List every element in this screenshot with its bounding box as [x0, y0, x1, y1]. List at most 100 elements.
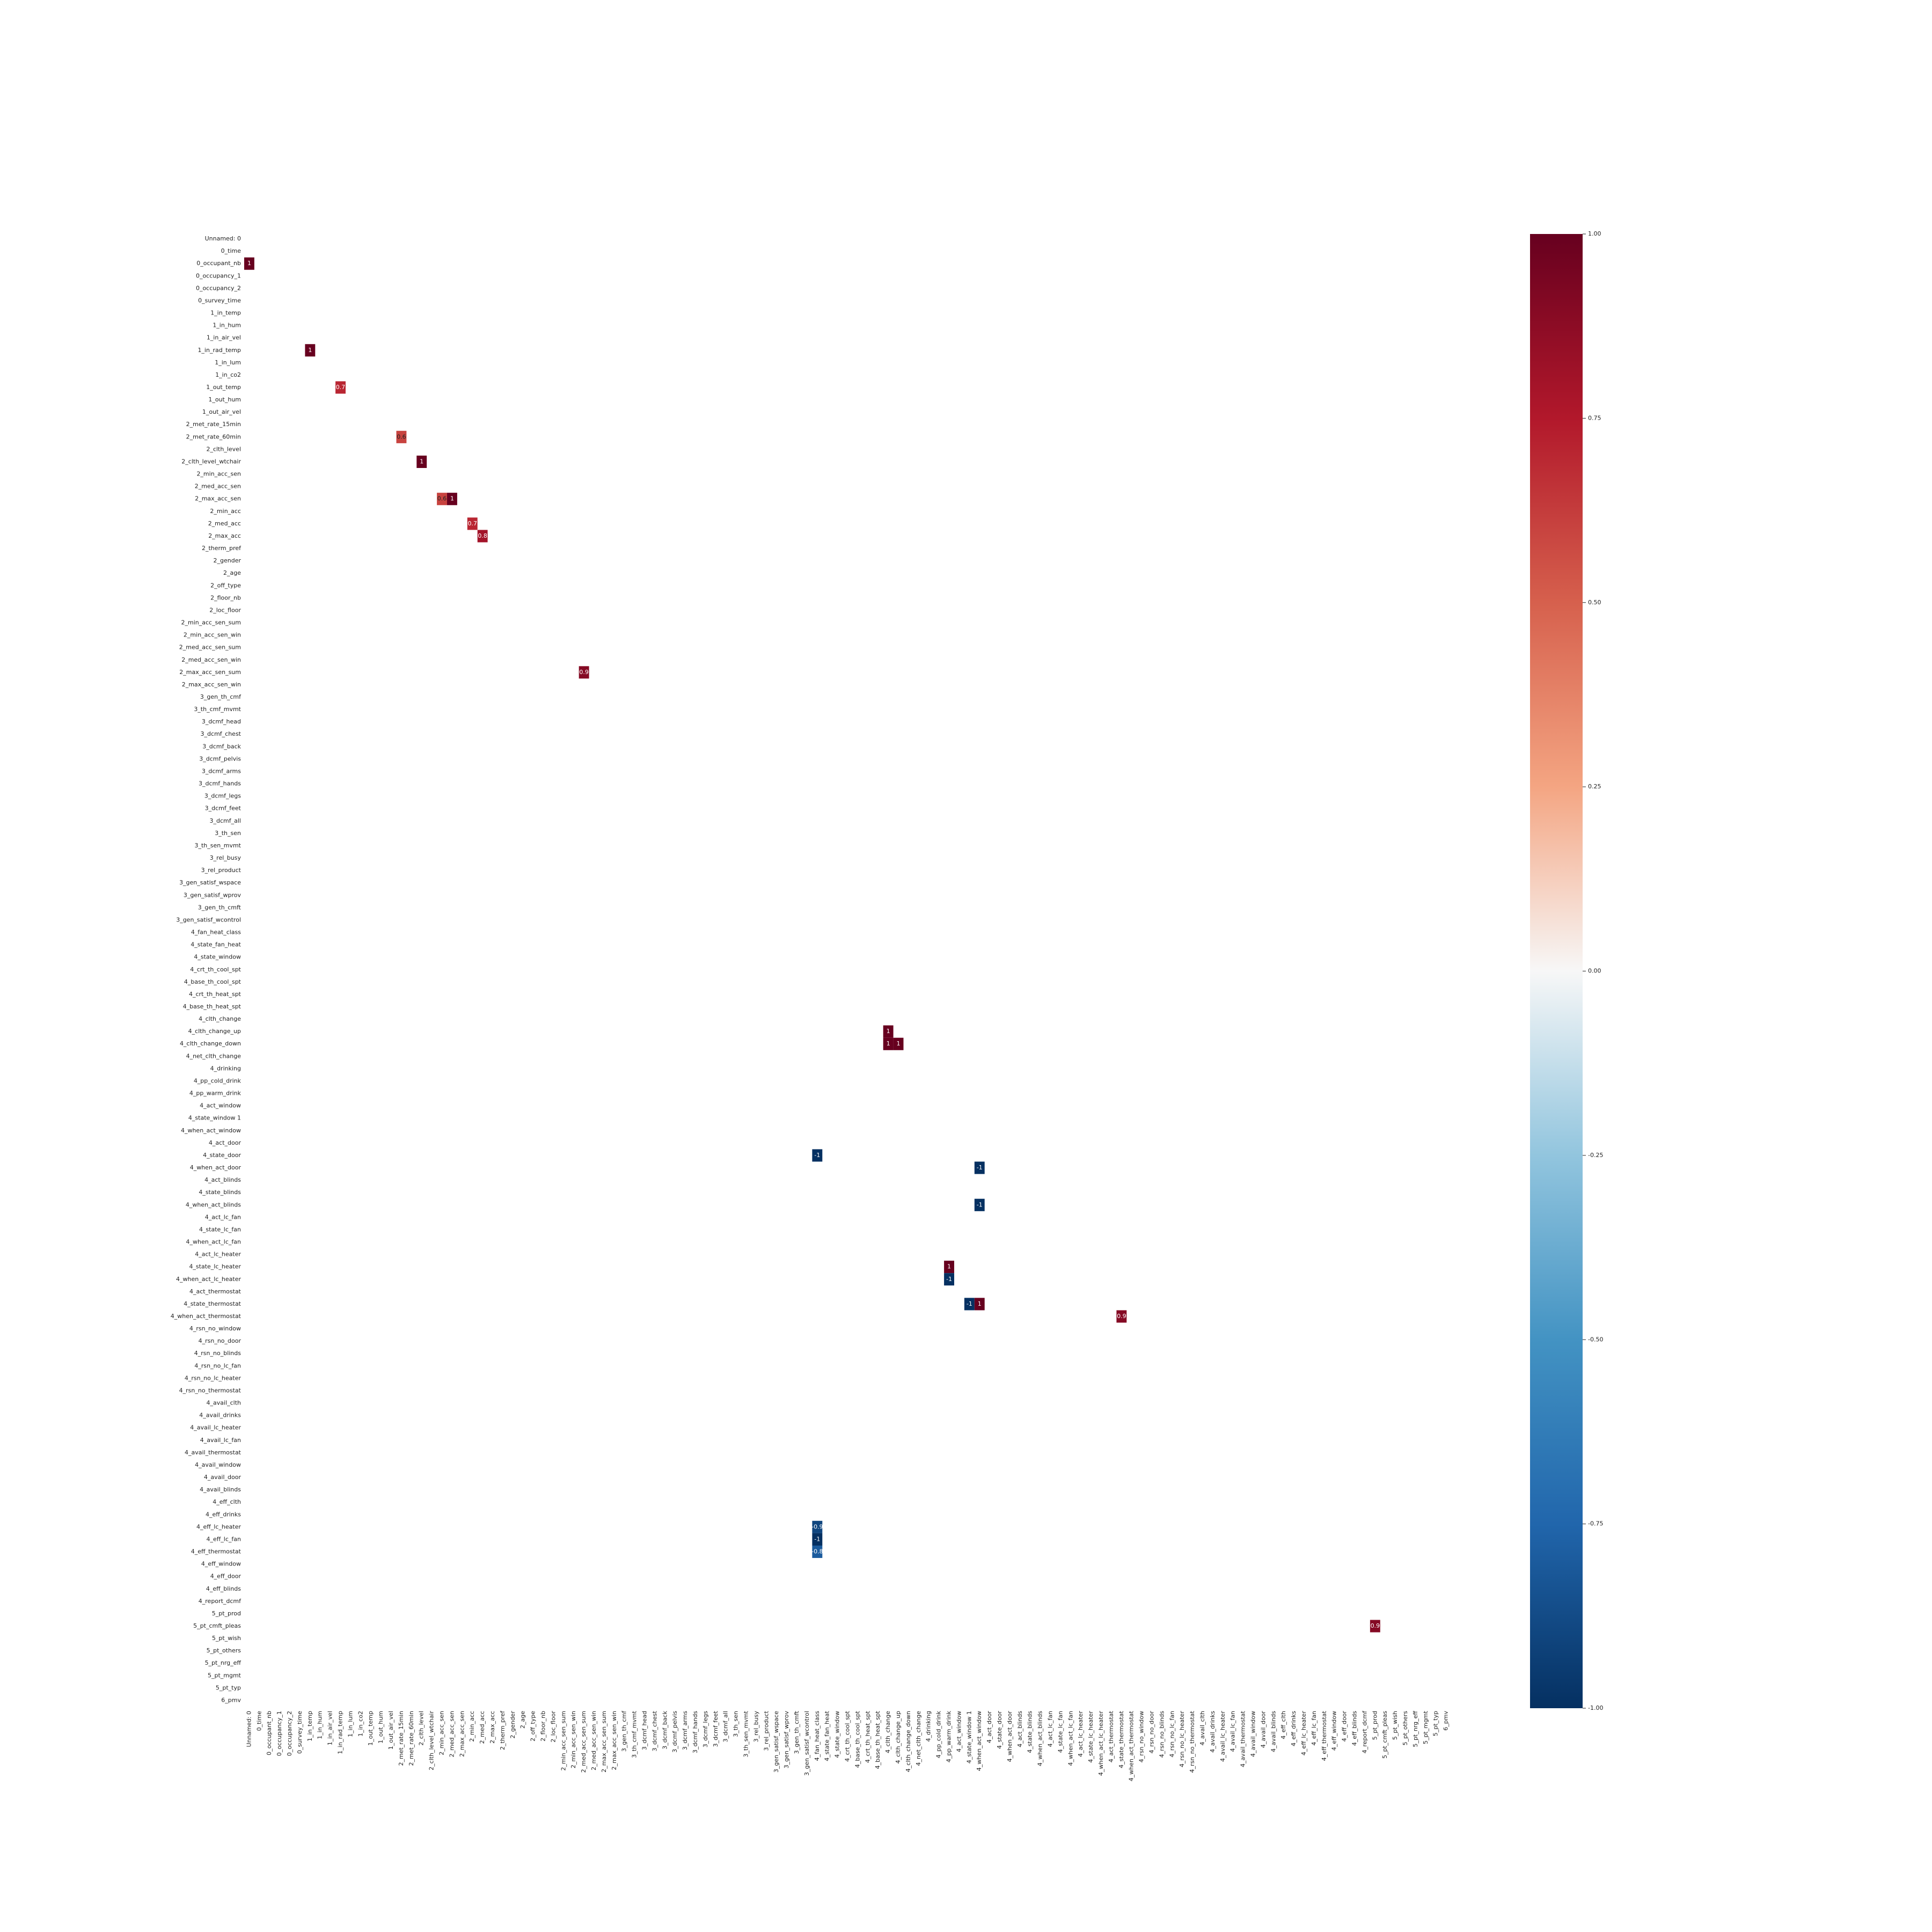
x-tick-label: 4_drinking — [925, 1711, 932, 1741]
y-tick-label: 4_when_act_window — [181, 1127, 241, 1134]
y-tick-label: 0_occupant_nb — [196, 260, 241, 267]
cell-label: 1 — [978, 1300, 982, 1307]
heatmap-cell — [974, 1161, 985, 1174]
y-tick-label: 4_state_lc_heater — [189, 1263, 241, 1270]
heatmap-cell — [244, 257, 254, 270]
y-tick-label: 4_state_blinds — [199, 1189, 241, 1196]
y-tick-label: 4_clth_change_down — [180, 1040, 241, 1047]
heatmap-cell — [335, 381, 346, 394]
y-tick-label: 4_act_door — [209, 1139, 241, 1146]
heatmap-cell — [467, 517, 478, 530]
x-tick-label: 4_avail_clth — [1199, 1711, 1206, 1746]
y-tick-label: 4_rsn_no_lc_fan — [194, 1362, 241, 1369]
y-tick-label: 4_when_act_lc_fan — [186, 1239, 241, 1246]
x-tick-label: 4_base_th_heat_spt — [874, 1710, 881, 1769]
x-tick-label: 4_state_blinds — [1027, 1711, 1034, 1753]
y-tick-label: 4_rsn_no_thermostat — [179, 1387, 241, 1394]
y-tick-label: 4_act_lc_heater — [195, 1251, 241, 1258]
y-tick-label: 2_clth_level — [206, 445, 241, 452]
cell-label: -1 — [967, 1300, 972, 1307]
x-tick-label: 2_min_acc_sen — [438, 1711, 445, 1755]
y-tick-label: 2_max_acc_sen_win — [182, 681, 241, 688]
y-tick-label: 6_pmv — [221, 1696, 241, 1703]
y-tick-label: 5_pt_prod — [212, 1610, 241, 1617]
y-tick-label: 4_avail_window — [195, 1461, 241, 1468]
x-tick-label: 2_gender — [509, 1711, 516, 1739]
y-tick-label: 2_floor_nb — [210, 594, 241, 601]
y-tick-label: 4_act_lc_fan — [205, 1213, 241, 1220]
heatmap-cell — [893, 1037, 904, 1050]
y-tick-label: 1_in_hum — [213, 322, 241, 329]
x-tick-label: 0_occupancy_1 — [276, 1711, 283, 1756]
x-tick-label: 3_dcmf_hands — [692, 1711, 699, 1753]
y-tick-label: 3_dcmf_feet — [205, 805, 241, 812]
heatmap-cell — [812, 1149, 823, 1162]
heatmap-cell — [883, 1025, 894, 1038]
x-tick-label: 3_gen_th_cmf — [621, 1710, 628, 1752]
x-tick-label: 4_act_lc_fan — [1047, 1711, 1054, 1747]
y-tick-label: 2_max_acc — [208, 532, 241, 539]
x-tick-label: 4_eff_window — [1331, 1711, 1338, 1751]
x-tick-label: 5_pt_typ — [1432, 1711, 1439, 1736]
heatmap-cell — [812, 1533, 823, 1546]
y-tick-label: 4_crt_th_cool_spt — [190, 966, 241, 973]
y-tick-label: 2_min_acc_sen — [196, 471, 241, 478]
y-tick-label: 1_out_air_vel — [202, 408, 241, 415]
x-tick-label: 4_avail_thermostat — [1240, 1710, 1247, 1767]
y-tick-label: 3_dcmf_pelvis — [199, 755, 241, 762]
y-tick-label: 4_drinking — [210, 1065, 241, 1072]
y-tick-label: 2_off_type — [210, 582, 241, 589]
y-tick-label: 2_age — [223, 569, 241, 576]
x-tick-label: 4_rsn_no_lc_fan — [1168, 1711, 1175, 1758]
cell-label: 0.9 — [1371, 1622, 1380, 1629]
y-tick-label: 3_dcmf_arms — [202, 767, 241, 774]
y-tick-label: 4_rsn_no_door — [199, 1337, 241, 1344]
y-tick-label: 4_eff_lc_heater — [196, 1523, 241, 1530]
x-tick-label: 5_pt_nrg_eff — [1412, 1711, 1419, 1747]
x-tick-label: 4_rsn_no_thermostat — [1189, 1710, 1196, 1773]
x-tick-label: 5_pt_others — [1402, 1711, 1409, 1746]
x-tick-label: 1_in_temp — [306, 1711, 313, 1741]
x-tick-label: 4_when_act_thermostat — [1128, 1710, 1135, 1781]
x-tick-label: 2_max_acc — [489, 1711, 496, 1744]
x-tick-label: 2_age — [519, 1711, 526, 1729]
x-tick-label: 5_pt_mgmt — [1422, 1710, 1429, 1744]
y-tick-label: 4_state_lc_fan — [199, 1226, 241, 1233]
x-tick-label: 4_avail_lc_heater — [1219, 1711, 1226, 1762]
colorbar — [1530, 234, 1583, 1708]
y-tick-label: 4_pp_warm_drink — [189, 1090, 241, 1097]
colorbar-tick-label: 0.00 — [1588, 968, 1601, 975]
y-tick-label: 2_max_acc_sen_sum — [179, 669, 241, 676]
x-tick-label: 3_th_sen — [733, 1711, 740, 1737]
x-tick-label: 1_in_lum — [347, 1711, 354, 1737]
x-tick-label: 2_clth_level — [418, 1711, 425, 1746]
y-tick-label: 3_th_sen_mvmt — [194, 842, 241, 849]
x-tick-label: Unnamed: 0 — [245, 1711, 252, 1747]
heatmap-cell — [1370, 1620, 1380, 1633]
x-tick-label: 4_eff_lc_fan — [1311, 1711, 1318, 1746]
y-tick-label: 0_time — [221, 247, 241, 254]
x-tick-label: 0_occupancy_2 — [286, 1711, 293, 1756]
y-tick-label: 4_avail_blinds — [200, 1486, 241, 1493]
y-tick-label: 4_eff_door — [210, 1573, 241, 1580]
y-tick-label: 1_in_co2 — [215, 371, 241, 378]
x-tick-label: 3_dcmf_feet — [712, 1710, 719, 1747]
x-tick-label: 4_rsn_no_lc_heater — [1179, 1711, 1185, 1768]
x-tick-label: 4_avail_blinds — [1270, 1711, 1277, 1752]
x-tick-label: 4_state_fan_heat — [824, 1710, 831, 1761]
x-tick-label: 5_pt_cmft_pleas — [1381, 1711, 1388, 1759]
y-tick-label: 2_med_acc_sen_sum — [179, 644, 241, 651]
x-tick-label: 1_out_temp — [367, 1711, 374, 1746]
x-tick-label: 4_pp_warm_drink — [946, 1710, 953, 1762]
colorbar-tick-label: -0.25 — [1588, 1152, 1603, 1159]
y-tick-label: 4_when_act_door — [190, 1164, 241, 1171]
y-tick-label: 3_gen_th_cmft — [198, 904, 241, 911]
y-tick-label: 3_dcmf_hands — [199, 780, 241, 787]
x-tick-label: 3_dcmf_legs — [702, 1711, 709, 1747]
x-tick-label: 2_min_acc_sen_win — [570, 1711, 577, 1768]
cell-label: 1 — [887, 1028, 890, 1035]
x-tick-label: 2_max_acc_sen_sum — [601, 1711, 608, 1773]
x-tick-label: 4_eff_thermostat — [1321, 1710, 1328, 1761]
y-tick-label: 4_when_act_blinds — [186, 1201, 241, 1208]
y-tick-label: 1_in_air_vel — [207, 334, 241, 341]
